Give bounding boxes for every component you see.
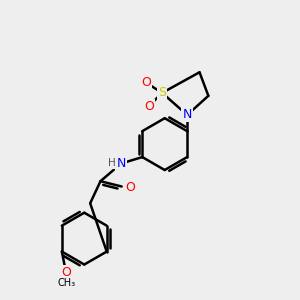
Text: O: O	[141, 76, 151, 89]
Text: N: N	[182, 109, 192, 122]
Text: CH₃: CH₃	[57, 278, 75, 288]
Text: O: O	[61, 266, 71, 279]
Text: S: S	[158, 86, 166, 99]
Text: N: N	[116, 157, 126, 170]
Text: O: O	[144, 100, 154, 112]
Text: O: O	[125, 181, 135, 194]
Text: H: H	[108, 158, 116, 168]
